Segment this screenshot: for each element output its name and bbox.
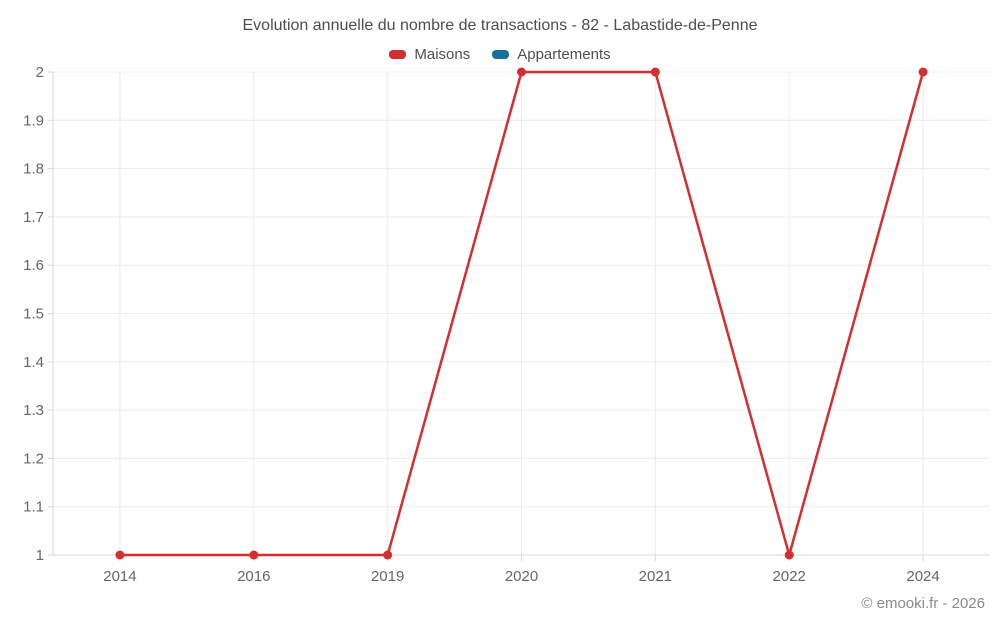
data-point-maisons[interactable] bbox=[918, 67, 928, 77]
x-axis-label: 2021 bbox=[639, 568, 672, 585]
legend-item-appartements[interactable]: Appartements bbox=[492, 46, 611, 63]
y-axis-label: 1.3 bbox=[23, 402, 44, 419]
data-point-maisons[interactable] bbox=[249, 550, 259, 560]
data-point-maisons[interactable] bbox=[784, 550, 794, 560]
legend-item-maisons[interactable]: Maisons bbox=[389, 46, 470, 63]
y-axis-label: 1.2 bbox=[23, 450, 44, 467]
y-axis-label: 1.6 bbox=[23, 257, 44, 274]
y-axis-label: 1 bbox=[36, 547, 44, 564]
y-axis-label: 1.1 bbox=[23, 499, 44, 516]
y-axis-label: 1.9 bbox=[23, 112, 44, 129]
data-point-maisons[interactable] bbox=[650, 67, 660, 77]
data-point-maisons[interactable] bbox=[115, 550, 125, 560]
legend: Maisons Appartements bbox=[0, 46, 1000, 63]
x-axis-label: 2016 bbox=[237, 568, 270, 585]
x-axis-label: 2014 bbox=[103, 568, 136, 585]
x-axis-label: 2022 bbox=[773, 568, 806, 585]
data-point-maisons[interactable] bbox=[517, 67, 526, 77]
x-axis-label: 2024 bbox=[906, 568, 939, 585]
y-axis-label: 1.8 bbox=[23, 161, 44, 178]
maisons-swatch-icon bbox=[389, 50, 407, 59]
x-axis-label: 2020 bbox=[505, 568, 538, 585]
y-axis-label: 1.7 bbox=[23, 209, 44, 226]
legend-label-maisons: Maisons bbox=[414, 46, 471, 63]
y-axis-label: 1.5 bbox=[23, 306, 44, 323]
x-axis-label: 2019 bbox=[371, 568, 404, 585]
chart-title: Evolution annuelle du nombre de transact… bbox=[242, 17, 758, 34]
y-axis-label: 1.4 bbox=[23, 354, 44, 371]
credits-text: © emooki.fr - 2026 bbox=[861, 595, 985, 612]
y-axis-label: 2 bbox=[36, 64, 44, 81]
appartements-swatch-icon bbox=[492, 50, 510, 59]
legend-label-appartements: Appartements bbox=[517, 46, 611, 63]
data-point-maisons[interactable] bbox=[383, 550, 393, 560]
